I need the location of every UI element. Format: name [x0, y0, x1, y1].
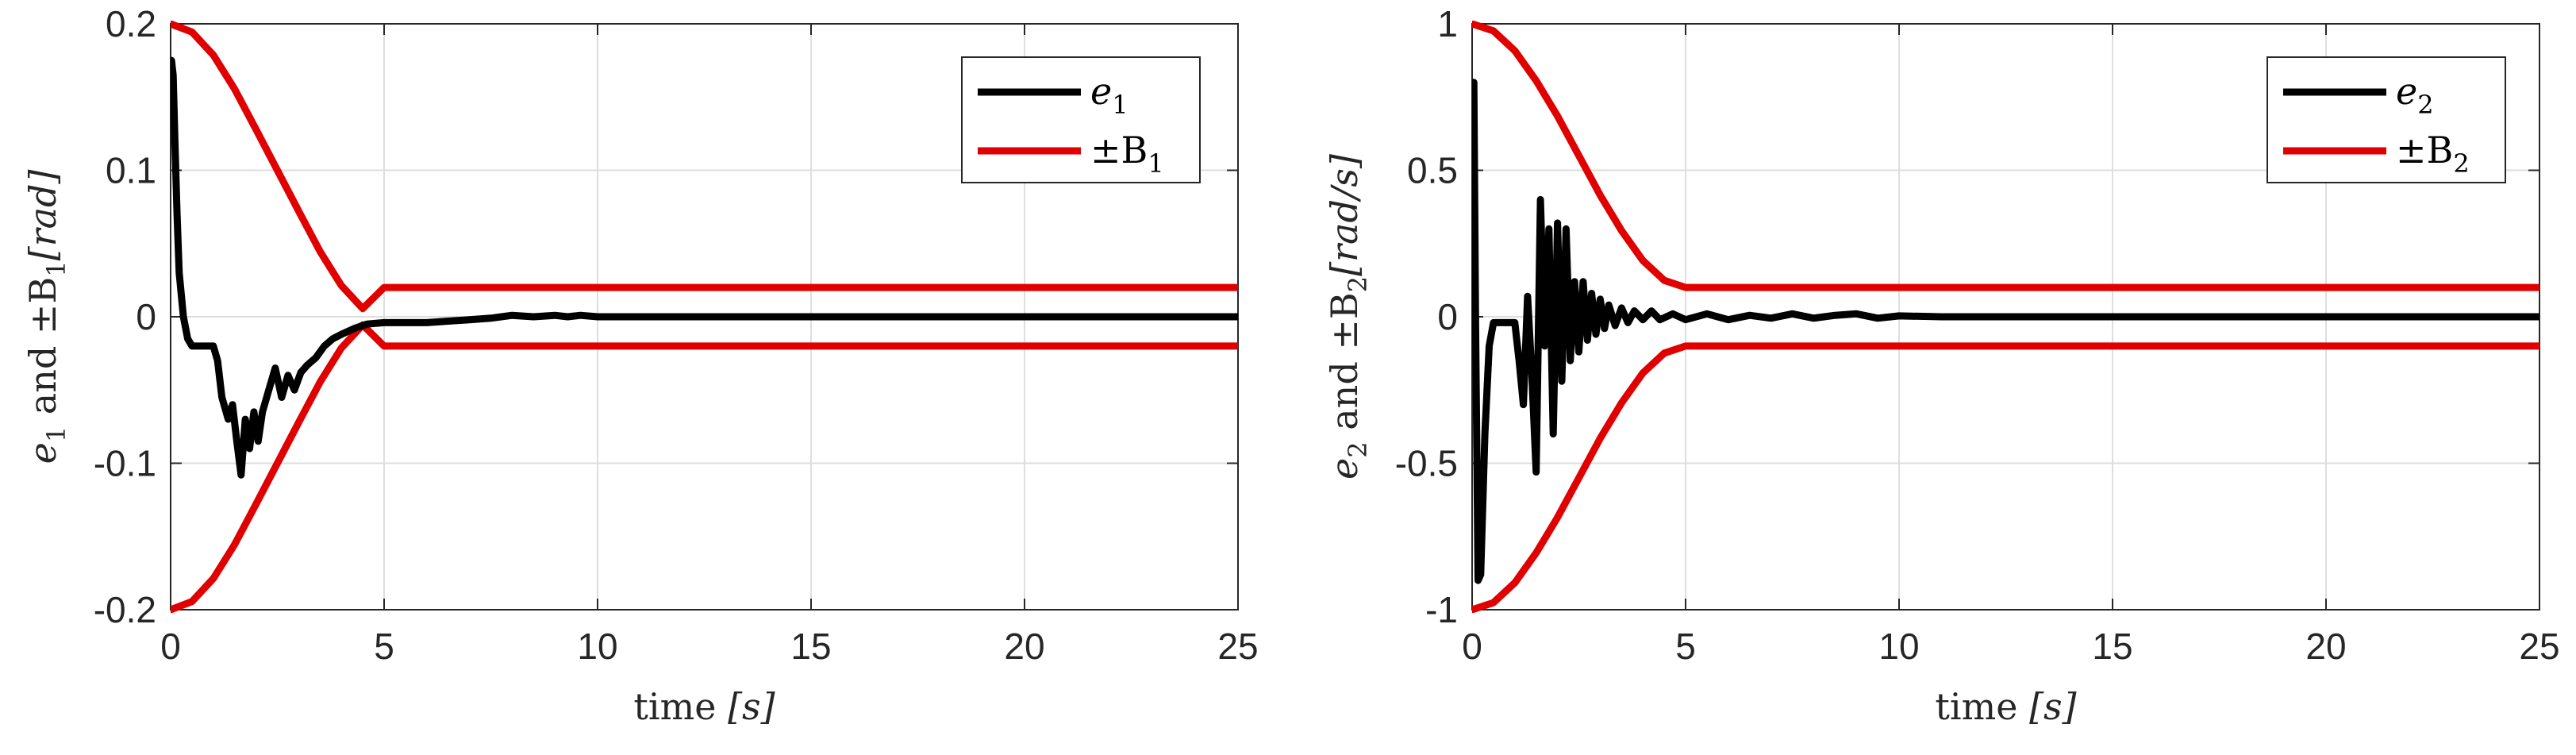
legend-symbol: ±B	[2396, 129, 2453, 171]
y-tick-label: -0.2	[94, 589, 156, 630]
y-tick-label: -1	[1425, 589, 1458, 630]
error-series-line	[171, 56, 1238, 479]
lower-bound-line	[171, 321, 1238, 613]
y-axis-label-part: 1	[41, 426, 71, 442]
y-tick-label: 0	[1437, 296, 1458, 337]
x-axis-label-unit: [s]	[2029, 685, 2077, 728]
y-axis-label-part: 2	[1343, 441, 1373, 457]
legend-label: e2	[2396, 70, 2434, 120]
legend: e1±B1	[961, 56, 1201, 183]
x-tick-label: 0	[1462, 626, 1482, 667]
x-tick-label: 20	[2305, 626, 2346, 667]
legend-subscript: 2	[2453, 148, 2469, 179]
y-tick-label: 0.2	[106, 3, 156, 44]
y-axis-label: e1 and ±B1[rad]	[21, 170, 71, 464]
x-tick-label: 25	[1217, 626, 1258, 667]
upper-bound-line	[1472, 21, 2539, 291]
y-tick-label: 0.1	[106, 150, 156, 191]
y-axis-label: e2 and ±B2[rad/s]	[1323, 154, 1373, 480]
x-axis-label: time [s]	[1935, 685, 2076, 728]
y-tick-label: -0.5	[1395, 443, 1458, 484]
y-tick-label: -0.1	[94, 443, 156, 484]
legend-label: ±B1	[1090, 129, 1164, 179]
y-tick-label: 0.5	[1407, 150, 1458, 191]
error-series-line	[1472, 79, 2539, 584]
x-tick-label: 10	[577, 626, 617, 667]
x-tick-label: 5	[1675, 626, 1696, 667]
y-axis-label-part: e	[21, 442, 64, 464]
y-axis-label-part: e	[1323, 458, 1366, 480]
y-axis-label-part: [rad]	[21, 170, 64, 261]
x-axis-label-text: time	[633, 685, 728, 728]
legend-symbol: e	[1090, 70, 1112, 113]
x-tick-label: 15	[2092, 626, 2132, 667]
y-tick-label: 1	[1437, 3, 1458, 44]
x-tick-label: 0	[160, 626, 181, 667]
y-tick-label: 0	[136, 296, 156, 337]
legend: e2±B2	[2266, 56, 2506, 183]
legend-box	[961, 56, 1201, 183]
upper-bound-line	[171, 21, 1238, 313]
y-axis-label-part: and ±B	[1323, 292, 1366, 441]
legend-subscript: 1	[1112, 90, 1128, 120]
x-axis-label: time [s]	[633, 685, 775, 728]
y-axis-label-part: [rad/s]	[1323, 154, 1366, 276]
x-tick-label: 5	[374, 626, 394, 667]
legend-subscript: 1	[1148, 148, 1163, 179]
x-tick-label: 15	[790, 626, 831, 667]
x-tick-label: 25	[2519, 626, 2559, 667]
x-tick-label: 10	[1878, 626, 1919, 667]
legend-symbol: ±B	[1090, 129, 1148, 171]
legend-subscript: 2	[2417, 90, 2433, 120]
x-tick-label: 20	[1004, 626, 1044, 667]
x-axis-label-unit: [s]	[728, 685, 775, 728]
y-axis-label-part: 1	[41, 260, 71, 276]
legend-label: ±B2	[2396, 129, 2470, 179]
legend-box	[2266, 56, 2506, 183]
lower-bound-line	[1472, 342, 2539, 613]
y-axis-label-part: and ±B	[21, 277, 64, 426]
y-axis-label-part: 2	[1343, 276, 1373, 292]
x-axis-label-text: time	[1935, 685, 2029, 728]
legend-symbol: e	[2396, 70, 2417, 113]
legend-label: e1	[1090, 70, 1128, 120]
